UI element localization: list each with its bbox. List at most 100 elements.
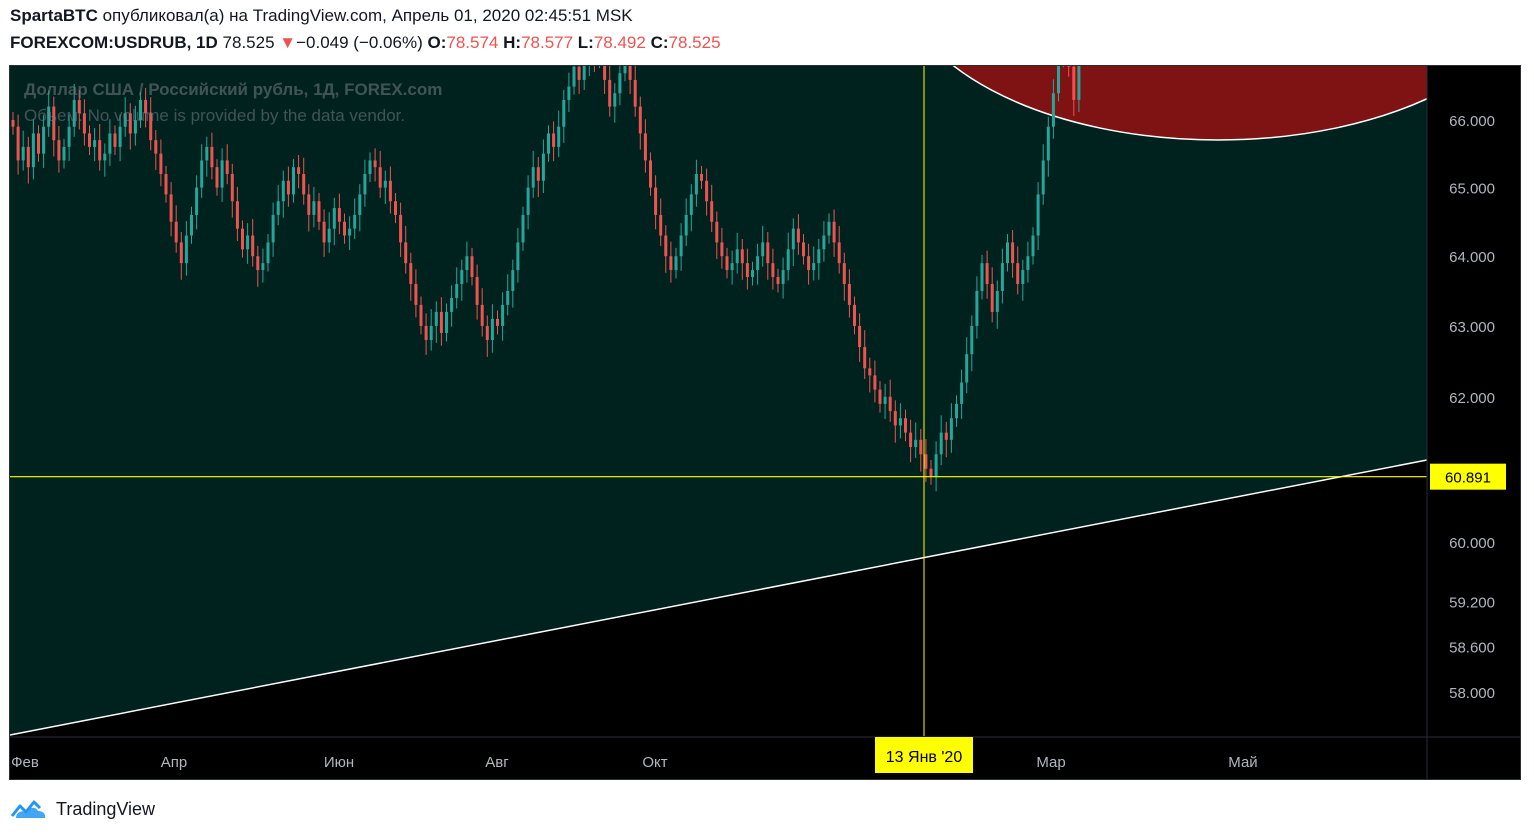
candle[interactable] — [434, 311, 438, 326]
candle[interactable] — [1057, 53, 1060, 94]
candle[interactable] — [939, 432, 943, 455]
candle[interactable] — [256, 256, 260, 271]
candle[interactable] — [317, 201, 321, 222]
candle[interactable] — [485, 325, 489, 341]
candle[interactable] — [796, 228, 800, 243]
candle[interactable] — [878, 389, 882, 404]
candle[interactable] — [271, 214, 275, 243]
candle[interactable] — [414, 283, 418, 305]
candle[interactable] — [898, 418, 902, 426]
candle[interactable] — [919, 439, 923, 455]
candle[interactable] — [868, 368, 872, 376]
candle[interactable] — [863, 347, 867, 369]
candle[interactable] — [934, 454, 938, 477]
candle[interactable] — [62, 146, 66, 161]
candle[interactable] — [67, 126, 71, 147]
candle[interactable] — [827, 221, 831, 236]
candle[interactable] — [353, 214, 357, 229]
candle[interactable] — [847, 283, 851, 305]
candle[interactable] — [705, 180, 709, 202]
candle[interactable] — [832, 221, 836, 243]
candle[interactable] — [297, 167, 301, 174]
candle[interactable] — [536, 167, 540, 181]
candle[interactable] — [776, 277, 780, 284]
resistance-circle[interactable] — [898, 0, 1534, 141]
candle[interactable] — [521, 214, 525, 243]
candle[interactable] — [164, 173, 168, 195]
candle[interactable] — [98, 140, 102, 161]
candle[interactable] — [205, 146, 209, 161]
candle[interactable] — [802, 242, 805, 257]
candle[interactable] — [659, 214, 663, 236]
candle[interactable] — [57, 140, 61, 161]
candle[interactable] — [47, 106, 51, 127]
candle[interactable] — [450, 297, 454, 312]
candle[interactable] — [26, 146, 30, 168]
candle[interactable] — [195, 187, 199, 215]
candle[interactable] — [588, 40, 591, 60]
candle[interactable] — [745, 263, 749, 278]
candle[interactable] — [93, 140, 97, 147]
candle[interactable] — [623, 60, 627, 74]
candle[interactable] — [108, 133, 112, 154]
candle[interactable] — [669, 256, 673, 271]
candle[interactable] — [404, 242, 408, 264]
candle[interactable] — [955, 403, 958, 419]
candle[interactable] — [286, 180, 290, 195]
candle[interactable] — [909, 432, 913, 448]
candle[interactable] — [246, 235, 250, 250]
candle[interactable] — [169, 194, 173, 222]
candle[interactable] — [200, 160, 204, 188]
candle[interactable] — [1031, 235, 1035, 257]
candle[interactable] — [123, 113, 127, 127]
candle[interactable] — [276, 201, 280, 215]
candle[interactable] — [965, 354, 969, 383]
candle[interactable] — [618, 73, 622, 94]
candle[interactable] — [582, 60, 586, 80]
candle[interactable] — [490, 318, 494, 341]
candle[interactable] — [424, 325, 428, 341]
candle[interactable] — [1072, 66, 1076, 100]
candle[interactable] — [37, 133, 40, 154]
candle[interactable] — [31, 133, 35, 168]
candle[interactable] — [409, 263, 413, 284]
candle[interactable] — [220, 160, 224, 188]
candle[interactable] — [394, 201, 397, 215]
candle[interactable] — [332, 208, 336, 229]
candle[interactable] — [496, 318, 499, 326]
candle[interactable] — [281, 180, 285, 202]
candle[interactable] — [11, 120, 15, 127]
candle[interactable] — [730, 263, 734, 271]
candle[interactable] — [128, 113, 132, 134]
candle[interactable] — [343, 221, 346, 236]
candle[interactable] — [924, 454, 928, 469]
candle[interactable] — [531, 167, 535, 188]
candle[interactable] — [613, 93, 617, 107]
candle[interactable] — [735, 249, 739, 264]
candle[interactable] — [608, 79, 612, 107]
candle[interactable] — [1036, 194, 1040, 236]
candle[interactable] — [516, 242, 520, 271]
candle[interactable] — [603, 53, 607, 80]
candle[interactable] — [368, 160, 372, 174]
candle[interactable] — [292, 167, 295, 195]
candle[interactable] — [781, 270, 785, 284]
candle[interactable] — [628, 60, 632, 80]
candle[interactable] — [1006, 242, 1009, 264]
candle[interactable] — [562, 99, 566, 127]
candle[interactable] — [1041, 160, 1045, 195]
candle[interactable] — [307, 194, 311, 215]
candle[interactable] — [633, 79, 637, 107]
candle[interactable] — [419, 304, 423, 326]
symbol-name[interactable]: FOREXCOM:USDRUB, 1D — [10, 33, 218, 52]
candle[interactable] — [990, 283, 994, 312]
candle[interactable] — [949, 418, 953, 440]
candle[interactable] — [388, 180, 392, 202]
candle[interactable] — [715, 221, 719, 243]
candle[interactable] — [980, 263, 984, 291]
candle[interactable] — [643, 133, 647, 161]
candle[interactable] — [373, 160, 377, 168]
candle[interactable] — [904, 418, 907, 433]
candle[interactable] — [455, 283, 459, 298]
candle[interactable] — [322, 221, 326, 243]
